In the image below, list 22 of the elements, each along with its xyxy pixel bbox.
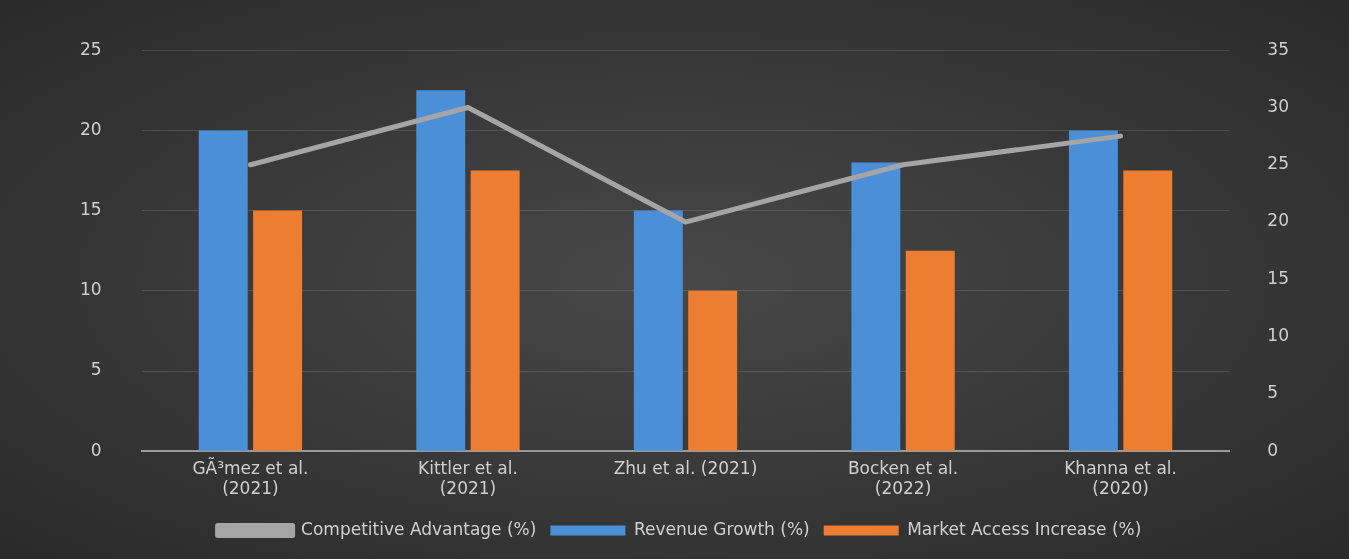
x-tick-label: Zhu et al. (2021) [613,457,758,478]
y2-tick-label: 0 [1267,439,1279,460]
y2-tick-label: 25 [1267,153,1290,174]
y2-tick-label: 20 [1267,210,1290,231]
y2-tick-label: 35 [1267,38,1290,59]
x-tick-label: Kittler et al. (2021) [418,457,518,499]
x-tick-label: GÃ³mez et al. (2021) [192,456,309,499]
x-tick-label: Khanna et al. (2020) [1064,457,1177,499]
y2-tick-label: 5 [1267,382,1279,403]
legend-label: Market Access Increase (%) [907,518,1142,539]
y-tick-label: 20 [79,118,102,139]
legend-label: Competitive Advantage (%) [301,518,537,539]
legend-label: Revenue Growth (%) [633,518,810,539]
y-tick-label: 25 [79,38,102,59]
y2-tick-label: 30 [1267,95,1290,116]
y2-tick-label: 15 [1267,267,1290,288]
y-tick-label: 10 [79,279,102,300]
y2-tick-label: 10 [1267,325,1290,346]
y-tick-label: 0 [90,439,102,460]
y-tick-label: 5 [90,359,102,380]
y-tick-label: 15 [79,199,102,220]
x-tick-label: Bocken et al. (2022) [847,457,959,499]
